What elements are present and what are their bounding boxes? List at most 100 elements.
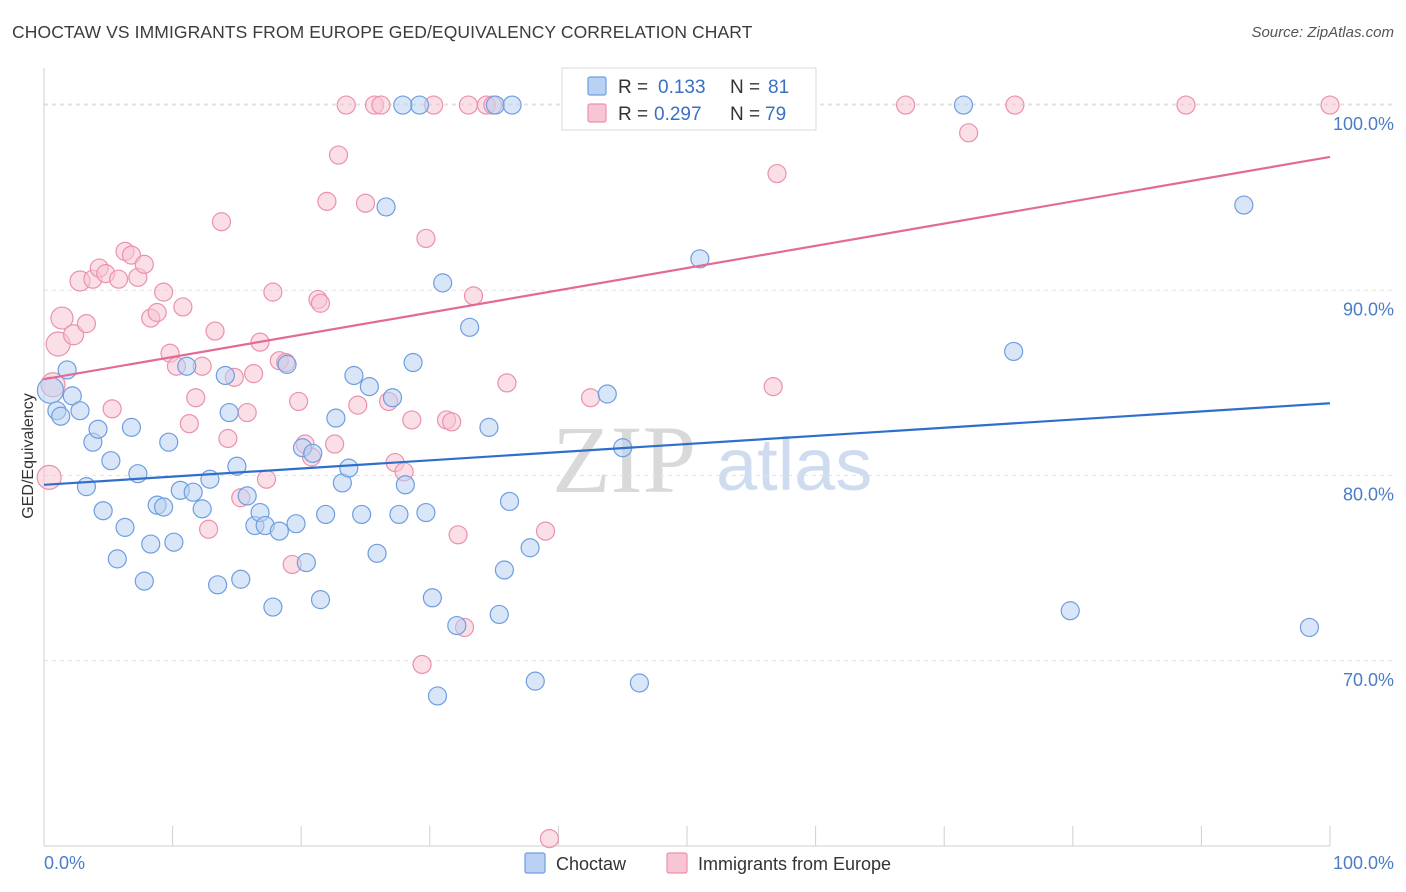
europe-point-56 [412, 654, 432, 675]
choctaw-point-51 [376, 197, 396, 217]
europe-point-17 [147, 302, 167, 323]
europe-point-22 [179, 414, 199, 434]
choctaw-point-6 [76, 477, 97, 497]
choctaw-point-38 [286, 514, 306, 534]
bottom-legend-swatch-europe [666, 852, 688, 874]
europe-point-68 [535, 521, 556, 541]
choctaw-point-62 [460, 317, 480, 337]
europe-point-64 [463, 286, 484, 306]
choctaw-point-56 [409, 95, 430, 115]
legend-n-value-choctaw: 81 [768, 77, 789, 98]
choctaw-point-27 [215, 365, 235, 386]
europe-point-3 [50, 306, 74, 330]
europe-point-11 [108, 269, 129, 289]
choctaw-point-35 [263, 597, 283, 617]
choctaw-point-46 [339, 458, 359, 478]
y-tick-label-90: 90.0% [1343, 299, 1394, 319]
y-tick-labels: 70.0% 80.0% 90.0% 100.0% [1333, 114, 1394, 690]
choctaw-point-4 [62, 386, 82, 406]
europe-point-44 [317, 191, 337, 211]
europe-point-74 [896, 95, 916, 115]
europe-point-75 [959, 123, 979, 143]
europe-point-76 [1005, 95, 1025, 115]
choctaw-point-55 [403, 352, 423, 373]
y-tick-label-80: 80.0% [1343, 485, 1394, 505]
choctaw-point-49 [359, 377, 379, 397]
europe-point-55 [402, 410, 422, 430]
europe-point-13 [121, 245, 142, 265]
choctaw-point-72 [629, 673, 650, 693]
trend-lines [43, 155, 1331, 486]
choctaw-point-68 [520, 538, 540, 558]
x-tick-label-min: 0.0% [44, 853, 85, 873]
legend-n-value-europe: 79 [765, 104, 786, 125]
choctaw-point-20 [164, 532, 184, 552]
x-ticks [43, 826, 1331, 846]
choctaw-point-79 [502, 95, 522, 115]
europe-point-48 [348, 395, 368, 415]
choctaw-point-37 [277, 354, 297, 374]
choctaw-point-76 [1060, 601, 1080, 621]
choctaw-point-63 [479, 417, 499, 437]
choctaw-point-74 [953, 95, 974, 115]
choctaw-point-11 [107, 549, 127, 569]
y-axis-label: GED/Equivalency [20, 393, 37, 518]
choctaw-point-13 [121, 417, 142, 437]
choctaw-point-60 [433, 273, 453, 293]
choctaw-point-52 [382, 388, 403, 408]
choctaw-point-57 [416, 502, 436, 523]
choctaw-point-43 [316, 504, 336, 525]
legend-r-label-europe: R = [618, 104, 648, 125]
bottom-legend: Choctaw Immigrants from Europe [524, 852, 891, 874]
choctaw-point-31 [237, 486, 257, 506]
europe-point-46 [328, 145, 349, 165]
choctaw-point-19 [159, 432, 179, 452]
choctaw-point-9 [93, 501, 113, 521]
bottom-legend-swatch-choctaw [524, 852, 546, 874]
legend-n-label-choctaw: N = [730, 77, 760, 98]
legend-n-label-europe: N = [730, 104, 760, 125]
legend-swatch-europe [587, 103, 607, 123]
europe-point-31 [237, 402, 257, 423]
choctaw-point-65 [489, 604, 509, 625]
legend: R = 0.133 N = 81 R = 0.297 N = 79 [561, 67, 817, 131]
choctaw-point-2 [51, 406, 71, 426]
europe-point-43 [310, 293, 331, 313]
europe-point-18 [153, 282, 174, 302]
europe-point-60 [442, 412, 462, 432]
legend-r-label-choctaw: R = [618, 77, 648, 98]
legend-swatch-choctaw [587, 76, 607, 96]
europe-point-4 [62, 324, 85, 346]
source-credit: Source: ZipAtlas.com [1251, 24, 1394, 41]
choctaw-point-64 [485, 95, 505, 115]
europe-point-45 [325, 434, 345, 454]
europe-point-34 [256, 469, 277, 489]
choctaw-point-47 [344, 365, 364, 386]
europe-point-63 [458, 95, 478, 115]
choctaw-point-18 [153, 497, 174, 517]
choctaw-point-12 [115, 517, 135, 537]
choctaw-point-10 [101, 451, 121, 471]
legend-r-value-europe: 0.297 [654, 104, 702, 125]
europe-point-72 [763, 377, 783, 397]
europe-point-57 [416, 228, 436, 249]
europe-point-73 [767, 163, 787, 184]
x-tick-label-max: 100.0% [1333, 853, 1394, 873]
choctaw-point-77 [1234, 195, 1254, 215]
choctaw-point-70 [597, 384, 617, 404]
choctaw-point-48 [352, 504, 372, 525]
legend-r-value-choctaw: 0.133 [658, 77, 706, 98]
choctaw-point-53 [389, 504, 409, 525]
europe-point-69 [539, 828, 559, 849]
y-tick-label-100: 100.0% [1333, 114, 1394, 134]
choctaw-point-67 [499, 491, 520, 512]
chart-title: CHOCTAW VS IMMIGRANTS FROM EUROPE GED/EQ… [12, 22, 753, 42]
europe-point-26 [205, 321, 225, 341]
choctaw-point-66 [494, 560, 514, 580]
choctaw-point-28 [219, 402, 239, 423]
bottom-legend-label-europe: Immigrants from Europe [698, 854, 891, 874]
choctaw-point-58 [422, 588, 442, 608]
choctaw-trend-line [43, 402, 1331, 486]
europe-point-25 [199, 519, 219, 539]
